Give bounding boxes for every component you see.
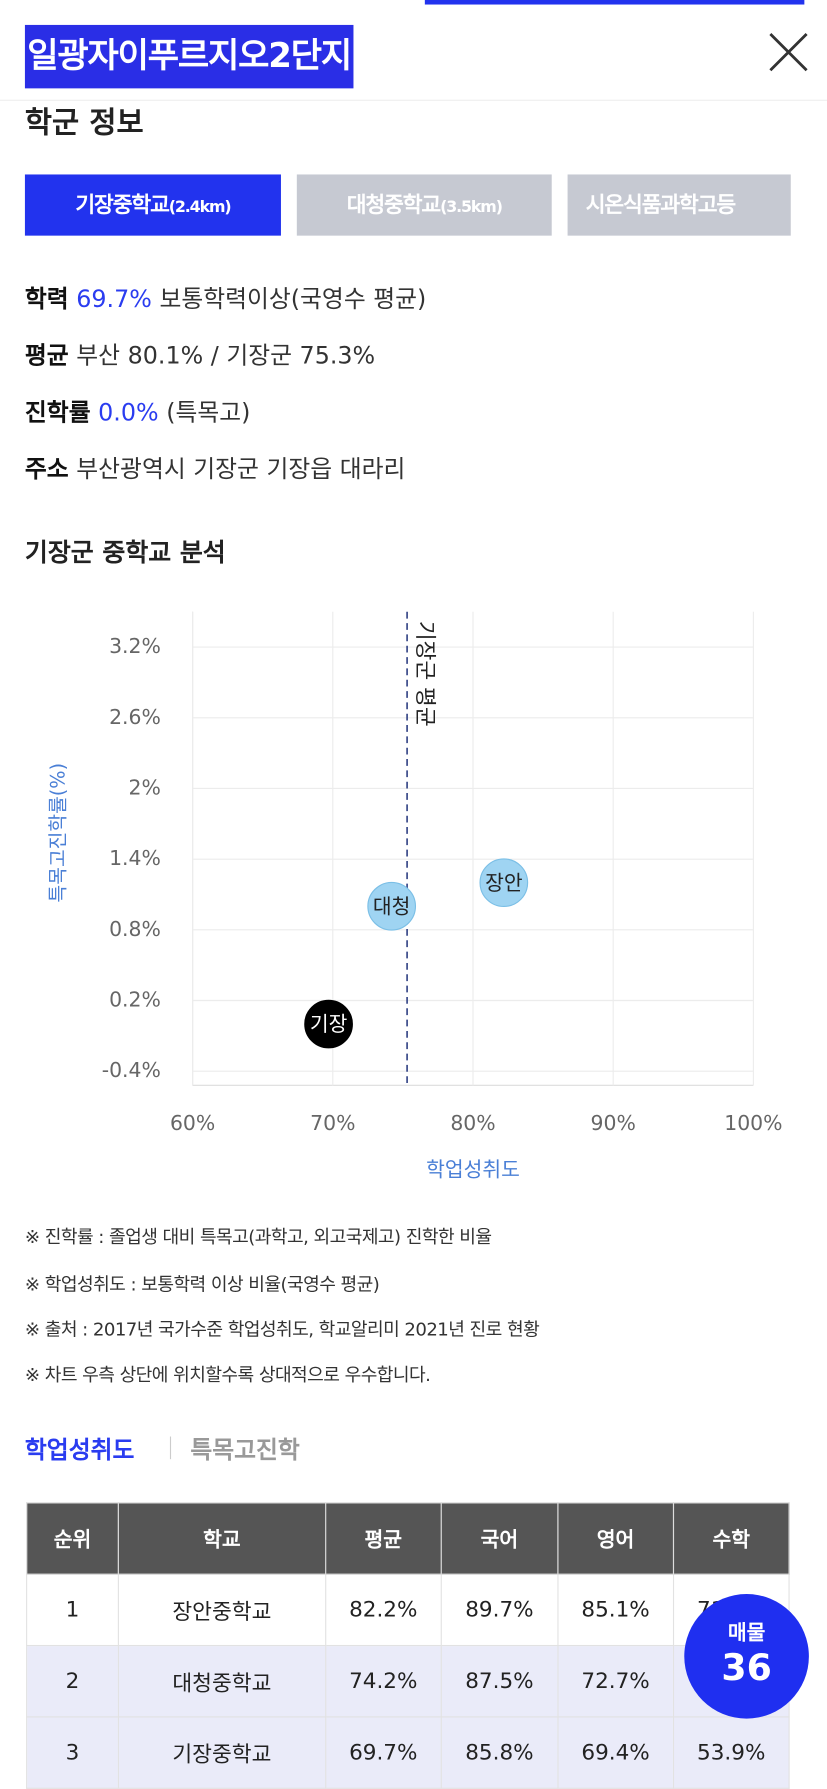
header-cell: 학교 xyxy=(117,1502,327,1575)
point xyxy=(304,999,353,1049)
table-cell: 2 xyxy=(26,1644,119,1718)
badge-count: 36 xyxy=(721,1646,772,1690)
header-row: 순위 학교 평균 국어 영어 수학 xyxy=(26,1502,790,1575)
table-cell: 89.7% xyxy=(440,1573,559,1647)
listing-badge[interactable]: 매물 36 xyxy=(684,1593,809,1719)
close-button[interactable] xyxy=(768,32,809,73)
header-cell: 순위 xyxy=(26,1502,119,1575)
tab-name: 시온식품과학고등 xyxy=(585,192,736,218)
info-label: 학력 xyxy=(24,285,69,313)
y-tick-label: -0.4% xyxy=(102,1058,161,1082)
ranking-table: 순위학교평균국어영어수학1장안중학교82.2%89.7%85.1%71.8%2대… xyxy=(26,1502,790,1789)
table-body: 1장안중학교82.2%89.7%85.1%71.8%2대청중학교74.2%87.… xyxy=(26,1573,790,1789)
info-label: 주소 xyxy=(24,455,69,483)
table-row: 3 기장중학교 69.7% 85.8% 69.4% 53.9% xyxy=(26,1716,790,1789)
table-cell: 87.5% xyxy=(440,1644,559,1718)
table-cell: 3 xyxy=(26,1716,119,1789)
table-cell: 82.2% xyxy=(324,1573,442,1647)
info-text: 부산광역시 기장군 기장읍 대라리 xyxy=(76,455,406,483)
table-cell: 72.7% xyxy=(557,1644,674,1718)
x-axis-label: 학업성취도 xyxy=(426,1157,520,1181)
info-highlight: 0.0% xyxy=(98,398,159,426)
y-tick-label: 3.2% xyxy=(109,634,161,658)
point xyxy=(479,858,529,908)
info-label: 평균 xyxy=(24,342,69,370)
header-cell: 평균 xyxy=(324,1502,442,1575)
info-text: (특목고) xyxy=(166,398,251,426)
table-cell: 대청중학교 xyxy=(117,1644,327,1718)
section-title: 학군 정보 xyxy=(24,106,144,141)
point xyxy=(367,881,417,931)
table-cell: 85.8% xyxy=(440,1716,559,1789)
table-cell: 53.9% xyxy=(672,1716,790,1789)
school-tab[interactable]: 대청중학교(3.5km) xyxy=(296,174,552,236)
info-label: 진학률 xyxy=(24,398,91,426)
info-row: 학력 69.7% 보통학력이상(국영수 평균) xyxy=(25,281,426,315)
info-text: 부산 80.1% / 기장군 75.3% xyxy=(76,342,376,370)
table-cell: 69.4% xyxy=(557,1716,674,1789)
y-tick-label: 0.8% xyxy=(109,917,161,941)
analysis-title: 기장군 중학교 분석 xyxy=(24,539,226,568)
table-cell: 1 xyxy=(26,1573,119,1647)
table-tab[interactable]: 특목고진학 xyxy=(190,1436,300,1464)
header-cell: 영어 xyxy=(557,1502,674,1575)
point-label: 장안 xyxy=(485,871,523,895)
note: ※ 진학률 : 졸업생 대비 특목고(과학고, 외고국제고) 진학한 비율 xyxy=(24,1225,492,1248)
badge-label: 매물 xyxy=(727,1621,766,1645)
y-tick-label: 1.4% xyxy=(109,846,161,870)
x-tick-label: 60% xyxy=(170,1111,215,1135)
y-tick-label: 2.6% xyxy=(109,705,161,729)
chart: -0.4% 0.2% 0.8% 1.4% 2% 2.6% 3.2% 60% 70% 80% 90% 1… xyxy=(46,611,783,1181)
y-tick-label: 2% xyxy=(129,775,161,799)
note: ※ 차트 우측 상단에 위치할수록 상대적으로 우수합니다. xyxy=(24,1364,431,1386)
table-cell: 장안중학교 xyxy=(117,1573,327,1647)
point-label: 대청 xyxy=(373,894,411,918)
x-tick-label: 70% xyxy=(310,1111,355,1135)
divider xyxy=(0,99,827,101)
table-cell: 기장중학교 xyxy=(117,1716,327,1789)
info-highlight: 69.7% xyxy=(76,285,152,313)
header-cell: 수학 xyxy=(672,1502,790,1575)
table-tab[interactable]: 학업성취도 xyxy=(24,1436,135,1464)
top-bar xyxy=(424,0,805,5)
info-text: 보통학력이상(국영수 평균) xyxy=(159,285,427,313)
header-cell: 국어 xyxy=(440,1502,559,1575)
tab-name: 대청중학교 xyxy=(346,192,441,218)
info-row: 주소 부산광역시 기장군 기장읍 대라리 xyxy=(25,451,405,485)
title: 일광자이푸르지오2단지 xyxy=(24,24,354,89)
y-axis-label: 특목고진학률(%) xyxy=(46,763,69,903)
x-tick-label: 100% xyxy=(724,1111,782,1135)
table-cell: 69.7% xyxy=(324,1716,442,1789)
tab-name: 기장중학교 xyxy=(75,192,169,218)
table-cell: 74.2% xyxy=(324,1644,442,1718)
point-label: 기장 xyxy=(310,1012,348,1036)
info-row: 진학률 0.0% (특목고) xyxy=(25,394,251,428)
tab-distance: (2.4km) xyxy=(168,198,232,217)
table-cell: 85.1% xyxy=(557,1573,674,1647)
tab-separator xyxy=(169,1436,172,1460)
school-tab[interactable]: 시온식품과학고등 xyxy=(567,174,791,236)
x-tick-label: 80% xyxy=(450,1111,495,1135)
reference-label: 기장군 평균 xyxy=(412,621,437,727)
note: ※ 출처 : 2017년 국가수준 학업성취도, 학교알리미 2021년 진로 … xyxy=(24,1318,540,1341)
info-row: 평균 부산 80.1% / 기장군 75.3% xyxy=(25,338,375,372)
tab-distance: (3.5km) xyxy=(440,198,503,217)
y-tick-label: 0.2% xyxy=(109,988,161,1012)
note: ※ 학업성취도 : 보통학력 이상 비율(국영수 평균) xyxy=(24,1273,380,1295)
school-tab[interactable]: 기장중학교(2.4km) xyxy=(24,174,281,236)
x-tick-label: 90% xyxy=(591,1111,636,1135)
